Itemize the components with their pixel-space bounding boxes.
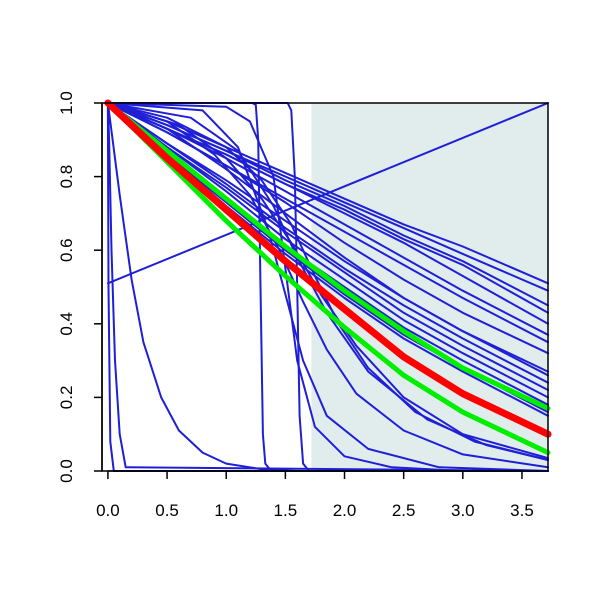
series-line-blue-4	[106, 102, 549, 285]
x-tick-label: 3.5	[510, 501, 534, 520]
y-tick-label: 1.0	[57, 91, 76, 115]
series-line-blue-7	[106, 102, 549, 472]
series-line-blue-26	[106, 102, 549, 373]
series-line-blue-15	[106, 102, 549, 344]
x-tick-label: 0.0	[96, 501, 120, 520]
y-tick-label: 0.6	[57, 238, 76, 262]
y-tick-label: 0.0	[57, 459, 76, 483]
series-line-blue-18	[106, 102, 549, 314]
x-tick-label: 0.5	[155, 501, 179, 520]
x-tick-label: 3.0	[451, 501, 475, 520]
series-line-green-29	[105, 100, 551, 456]
x-tick-label: 1.0	[214, 501, 238, 520]
series-line-blue-21	[106, 102, 549, 285]
shaded-region	[311, 103, 548, 471]
series-line-blue-3	[106, 102, 549, 472]
y-tick-label: 0.4	[57, 312, 76, 336]
series-line-blue-8	[106, 102, 549, 472]
series-line-blue-24	[106, 102, 549, 391]
series-line-blue-20	[106, 102, 549, 292]
series-line-blue-2	[106, 102, 549, 472]
y-tick-label: 0.2	[57, 386, 76, 410]
series-line-red-31	[104, 99, 552, 438]
series-line-green-30	[105, 100, 551, 411]
x-tick-label: 2.5	[392, 501, 416, 520]
x-tick-label: 2.0	[333, 501, 357, 520]
x-tick-label: 1.5	[274, 501, 298, 520]
y-tick-label: 0.8	[57, 165, 76, 189]
